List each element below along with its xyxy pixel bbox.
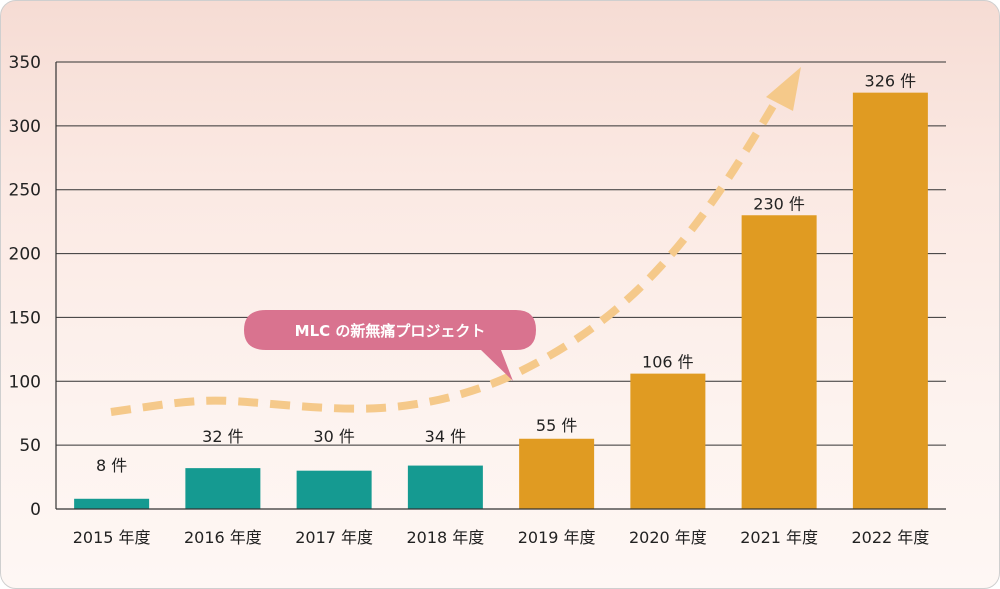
bar xyxy=(852,92,928,509)
callout-label: MLC の新無痛プロジェクト xyxy=(295,322,486,340)
x-tick-label: 2017 年度 xyxy=(295,528,373,547)
bar xyxy=(296,470,372,509)
x-tick-label: 2022 年度 xyxy=(851,528,929,547)
data-label: 8 件 xyxy=(96,456,127,475)
y-tick-label: 100 xyxy=(9,372,41,392)
y-tick-label: 300 xyxy=(9,117,41,137)
y-tick-label: 150 xyxy=(9,308,41,328)
bar xyxy=(185,468,261,509)
y-tick-label: 350 xyxy=(9,53,41,73)
data-label: 30 件 xyxy=(313,427,354,446)
data-label: 326 件 xyxy=(865,72,917,91)
callout-bubble xyxy=(244,310,536,381)
data-label: 230 件 xyxy=(753,194,805,213)
bars: 8 件 2015 年度 32 件 2016 年度 30 件 2017 年度 34 件 2018… xyxy=(73,72,930,547)
x-tick-label: 2018 年度 xyxy=(406,528,484,547)
data-label: 34 件 xyxy=(425,427,466,446)
bar xyxy=(630,373,706,509)
y-tick-label: 250 xyxy=(9,181,41,201)
y-tick-label: 200 xyxy=(9,245,41,265)
x-tick-label: 2020 年度 xyxy=(629,528,707,547)
axes: 0 50 100 150 200 250 300 350 xyxy=(9,53,946,520)
bar xyxy=(74,498,150,509)
x-tick-label: 2021 年度 xyxy=(740,528,818,547)
bar xyxy=(407,465,483,509)
bar xyxy=(741,215,817,509)
data-label: 106 件 xyxy=(642,353,694,372)
data-label: 32 件 xyxy=(202,427,243,446)
x-tick-label: 2019 年度 xyxy=(518,528,596,547)
data-label: 55 件 xyxy=(536,416,577,435)
x-tick-label: 2016 年度 xyxy=(184,528,262,547)
y-tick-label: 50 xyxy=(19,436,41,456)
trend-arrow-head xyxy=(766,67,801,111)
trend-arrow-line xyxy=(110,98,780,416)
y-tick-label: 0 xyxy=(30,500,41,520)
trend-arrow xyxy=(110,67,801,416)
x-tick-label: 2015 年度 xyxy=(73,528,151,547)
bar xyxy=(519,438,595,509)
callout: MLC の新無痛プロジェクト xyxy=(244,310,536,381)
